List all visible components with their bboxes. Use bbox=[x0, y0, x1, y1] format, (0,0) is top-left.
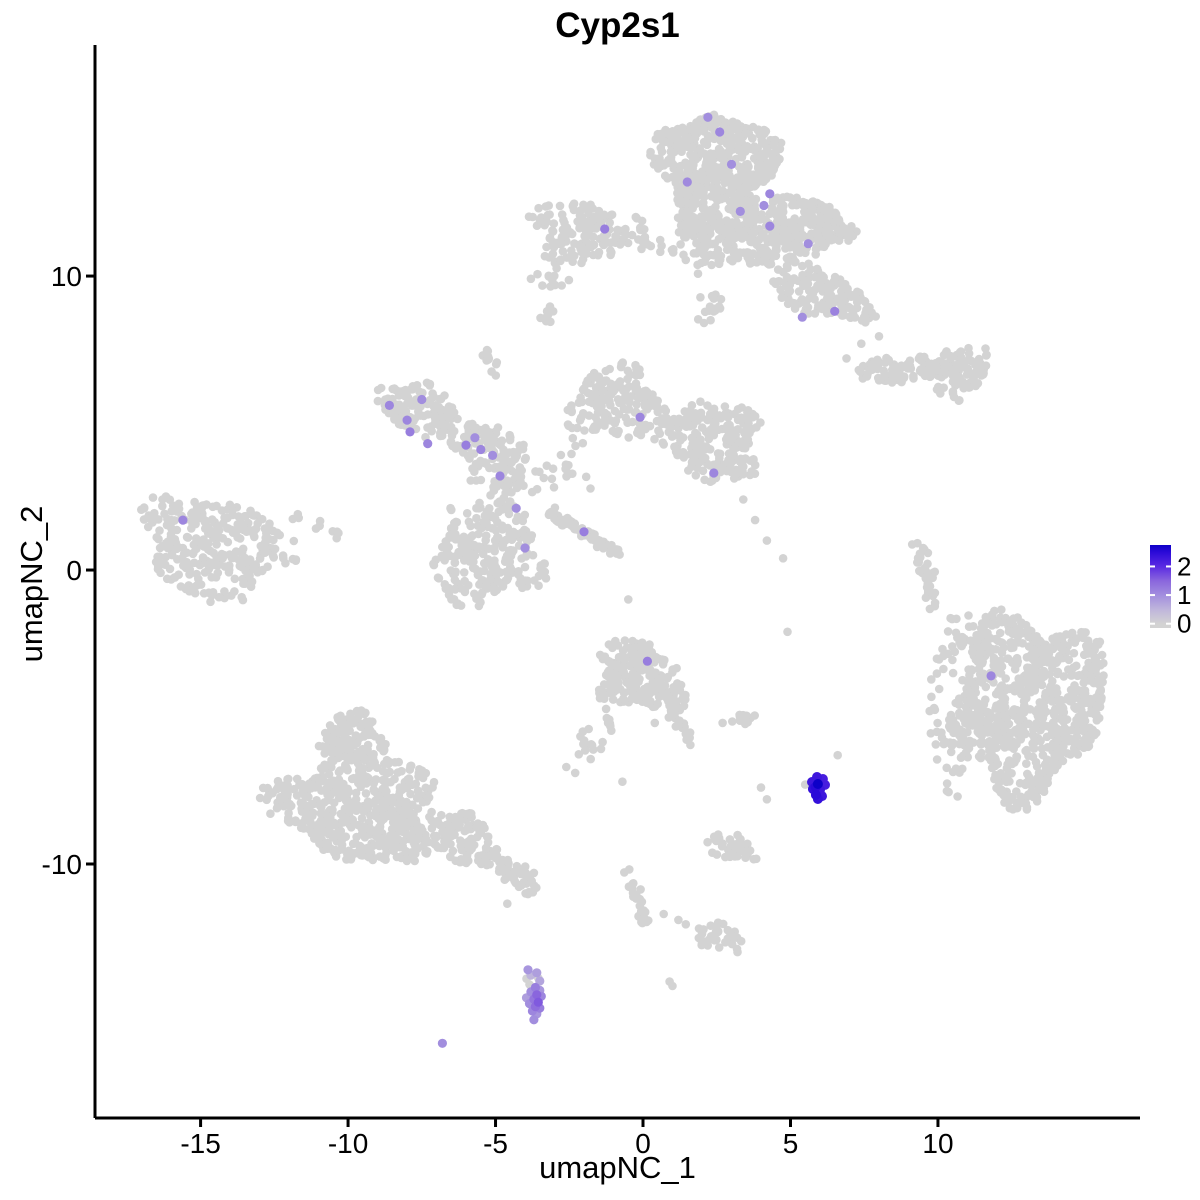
x-tick-label: -15 bbox=[180, 1128, 220, 1159]
colorbar-tick-label: 1 bbox=[1177, 580, 1191, 610]
cluster-top-bridge-west bbox=[634, 232, 678, 257]
x-tick-label: 10 bbox=[922, 1128, 953, 1159]
y-axis-title: umapNC_2 bbox=[14, 505, 49, 663]
cluster-bigright-west bbox=[925, 651, 1007, 801]
cluster-midleft-upper bbox=[373, 378, 459, 442]
x-tick-label: -5 bbox=[483, 1128, 508, 1159]
cluster-midbottom-east bbox=[638, 672, 690, 717]
x-tick-label: 0 bbox=[635, 1128, 651, 1159]
cluster-top-south-bits bbox=[693, 290, 726, 328]
cluster-farleft bbox=[137, 492, 301, 607]
cluster-bottomleft-body bbox=[255, 749, 439, 866]
cluster-mid-scatter-south bbox=[574, 724, 607, 764]
cluster-centermid-west bbox=[563, 358, 671, 442]
colorbar-tick-label: 2 bbox=[1177, 551, 1191, 581]
tick-labels: -15 -10 -5 0 5 10 -10 0 10 bbox=[42, 261, 954, 1159]
cluster-centerleft-dense bbox=[429, 498, 551, 611]
cluster-south-cluster-b bbox=[694, 918, 746, 957]
cluster-midbottom-dangle bbox=[601, 704, 616, 735]
cluster-comma-blob bbox=[536, 302, 558, 327]
cluster-south-cluster-a bbox=[703, 830, 761, 864]
cluster-bottomleft-east bbox=[425, 807, 493, 868]
cluster-right-streaklet bbox=[932, 382, 964, 406]
y-tick-label: 10 bbox=[51, 261, 82, 292]
cluster-bottom-streak bbox=[620, 865, 653, 928]
y-tick-label: 0 bbox=[66, 555, 82, 586]
cells-layer bbox=[137, 110, 1108, 1048]
cluster-midleft-arm bbox=[432, 410, 530, 477]
cluster-midleft-connector bbox=[490, 476, 530, 537]
cluster-midbottom-tail bbox=[664, 704, 695, 750]
cluster-right-band-blob bbox=[926, 343, 991, 393]
x-tick-label: 5 bbox=[783, 1128, 799, 1159]
cluster-blob-pair bbox=[728, 710, 759, 729]
axes bbox=[86, 45, 1140, 1127]
cluster-small-blob-west bbox=[478, 345, 502, 380]
cluster-centermid-east bbox=[650, 397, 765, 487]
colorbar-tick-label: 0 bbox=[1177, 609, 1191, 639]
cluster-top-south-arm bbox=[769, 255, 880, 327]
plot-title: Cyp2s1 bbox=[555, 6, 680, 45]
cluster-bottomleft-tail bbox=[474, 843, 541, 899]
expression-colorbar: 210 bbox=[1150, 545, 1191, 639]
cluster-bigright-nw bbox=[938, 610, 1016, 666]
x-axis-title: umapNC_1 bbox=[539, 1150, 696, 1185]
cluster-top-mid-bridge bbox=[721, 208, 803, 277]
cluster-farleft-trail bbox=[288, 509, 343, 543]
cluster-right-sliver bbox=[907, 538, 940, 614]
cluster-nw-under-row bbox=[526, 264, 574, 291]
y-tick-label: -10 bbox=[42, 849, 82, 880]
cluster-center-sparse bbox=[542, 433, 595, 512]
expressing-cells bbox=[178, 112, 996, 1048]
x-tick-label: -10 bbox=[328, 1128, 368, 1159]
cluster-top-west-dangle bbox=[674, 197, 726, 279]
cluster-bottomleft-lobe bbox=[314, 706, 390, 765]
cluster-nw-cluster bbox=[524, 199, 649, 269]
